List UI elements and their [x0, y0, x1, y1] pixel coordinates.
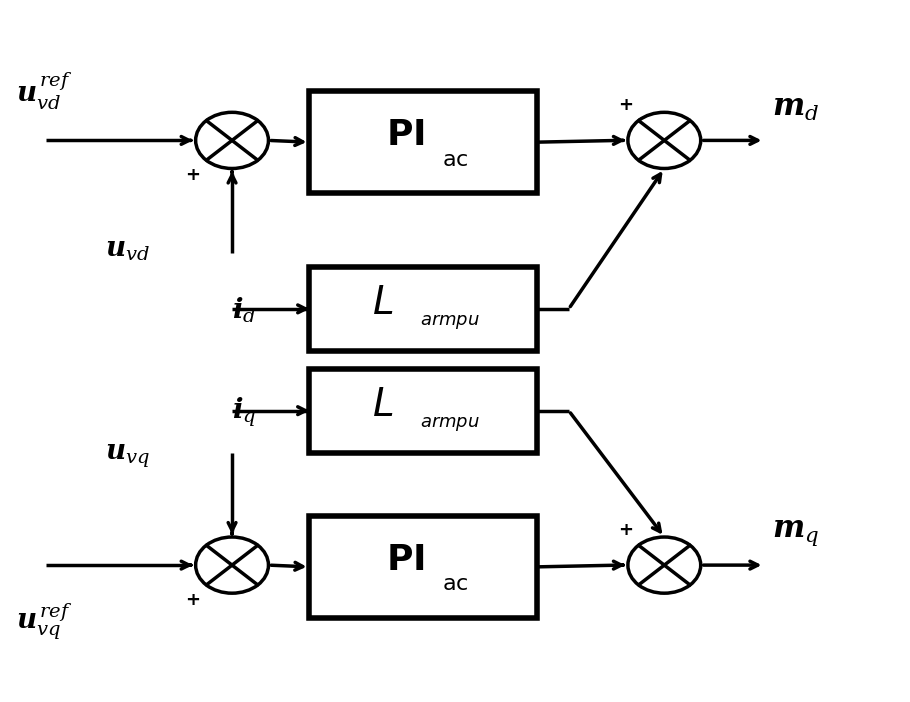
Text: $\mathit{L}$: $\mathit{L}$ [371, 389, 393, 424]
Text: $\boldsymbol{u}^{\,ref}_{vd}$: $\boldsymbol{u}^{\,ref}_{vd}$ [16, 71, 73, 112]
Text: $\mathit{armpu}$: $\mathit{armpu}$ [420, 413, 480, 433]
Bar [309, 267, 537, 351]
Text: $\mathbf{PI}$: $\mathbf{PI}$ [386, 118, 424, 152]
Text: $\boldsymbol{i}_{d}$: $\boldsymbol{i}_{d}$ [232, 296, 257, 325]
Text: +: + [186, 166, 200, 185]
Text: $\boldsymbol{u}^{\,ref}_{vq}$: $\boldsymbol{u}^{\,ref}_{vq}$ [16, 601, 73, 642]
Text: $\boldsymbol{m}_{d}$: $\boldsymbol{m}_{d}$ [772, 94, 819, 124]
Text: +: + [618, 96, 632, 114]
Text: $\mathit{L}$: $\mathit{L}$ [371, 287, 393, 322]
Text: $\mathregular{ac}$: $\mathregular{ac}$ [441, 574, 469, 595]
Text: $\mathbf{PI}$: $\mathbf{PI}$ [386, 543, 424, 577]
Bar [309, 369, 537, 453]
Text: +: + [186, 591, 200, 609]
Bar [309, 516, 537, 618]
Text: $\boldsymbol{u}_{vq}$: $\boldsymbol{u}_{vq}$ [105, 442, 149, 470]
Text: $\mathit{armpu}$: $\mathit{armpu}$ [420, 312, 480, 331]
Text: +: + [618, 521, 632, 539]
Text: $\mathregular{ac}$: $\mathregular{ac}$ [441, 150, 469, 170]
Text: $\boldsymbol{i}_{q}$: $\boldsymbol{i}_{q}$ [232, 395, 257, 429]
Text: $\boldsymbol{u}_{vd}$: $\boldsymbol{u}_{vd}$ [105, 235, 150, 263]
Text: $\boldsymbol{m}_{q}$: $\boldsymbol{m}_{q}$ [772, 519, 819, 548]
Bar [309, 91, 537, 193]
